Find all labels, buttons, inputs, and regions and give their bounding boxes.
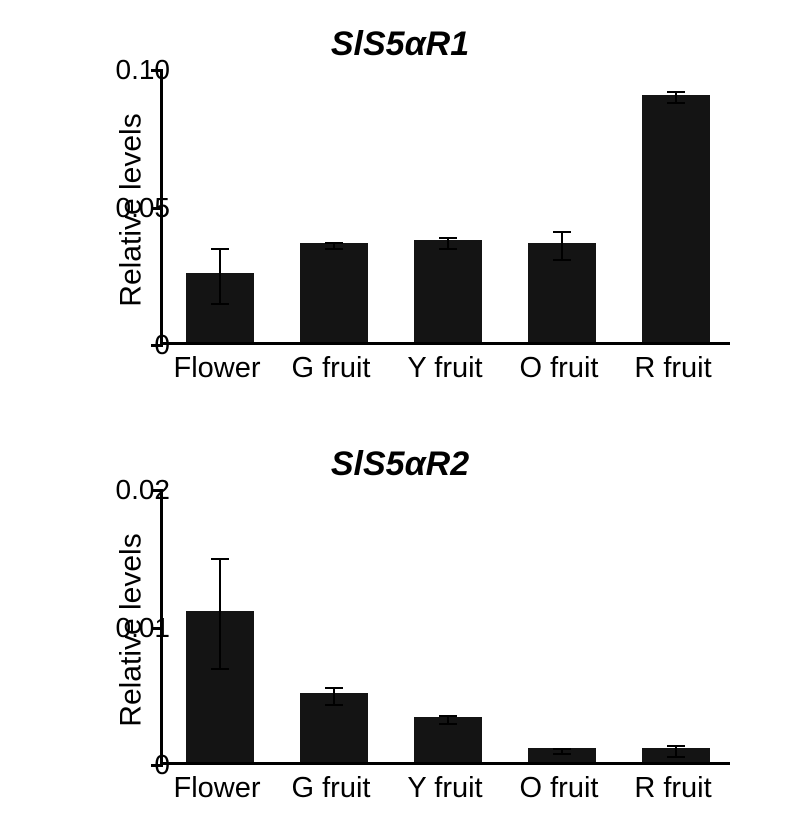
y-tick-label: 0.05 bbox=[116, 192, 171, 224]
x-tick-label: R fruit bbox=[634, 352, 711, 385]
x-tick-label: G fruit bbox=[292, 772, 371, 805]
page: SlS5αR1 Relative levels 00.050.10 Flower… bbox=[0, 0, 798, 837]
y-tick-label: 0 bbox=[154, 749, 170, 781]
plot-area bbox=[160, 490, 730, 765]
x-tick-label: Flower bbox=[173, 352, 260, 385]
y-tick-label: 0.02 bbox=[116, 474, 171, 506]
bars-group bbox=[163, 490, 730, 762]
x-tick-label: O fruit bbox=[520, 352, 599, 385]
y-tick-label: 0.10 bbox=[116, 54, 171, 86]
y-tick-label: 0.01 bbox=[116, 612, 171, 644]
y-tick-label: 0 bbox=[154, 329, 170, 361]
bar bbox=[414, 240, 482, 342]
x-tick-label: Y fruit bbox=[407, 772, 482, 805]
x-tick-label: O fruit bbox=[520, 772, 599, 805]
bars-group bbox=[163, 70, 730, 342]
chart-sls5ar1: SlS5αR1 Relative levels 00.050.10 Flower… bbox=[45, 20, 755, 400]
x-tick-label: Y fruit bbox=[407, 352, 482, 385]
x-tick-label: Flower bbox=[173, 772, 260, 805]
bar bbox=[642, 95, 710, 343]
plot-area bbox=[160, 70, 730, 345]
x-tick-label: G fruit bbox=[292, 352, 371, 385]
bar bbox=[300, 243, 368, 342]
x-tick-label: R fruit bbox=[634, 772, 711, 805]
chart-sls5ar2: SlS5αR2 Relative levels 00.010.02 Flower… bbox=[45, 440, 755, 820]
